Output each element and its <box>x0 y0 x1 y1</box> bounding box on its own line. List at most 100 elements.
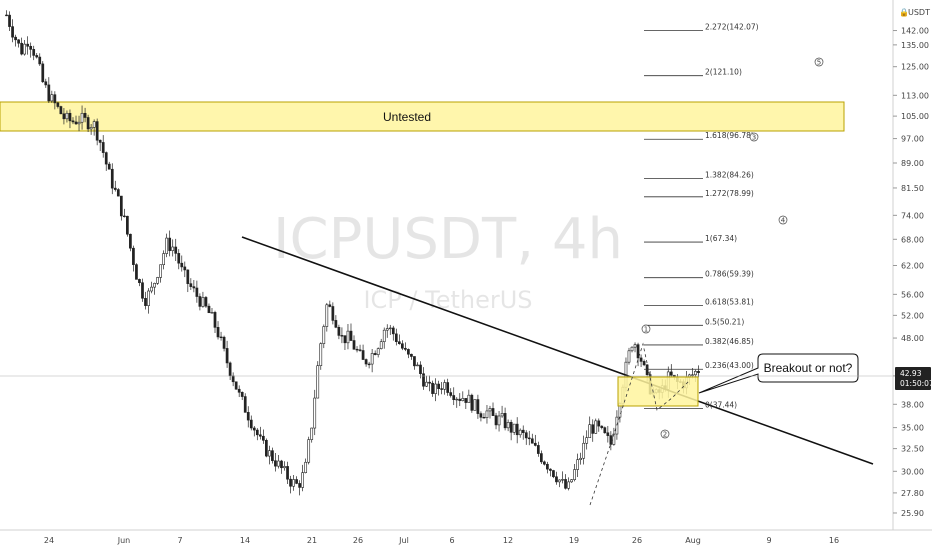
fib-level-label: 0.236(43.00) <box>705 361 754 370</box>
y-tick-label: 81.50 <box>901 184 924 193</box>
candle-body <box>150 286 153 292</box>
candle-body <box>192 286 196 289</box>
candle-body <box>603 427 607 434</box>
callout-text: Breakout or not? <box>764 361 853 375</box>
breakout-callout[interactable]: Breakout or not? <box>698 353 859 394</box>
candle-body <box>195 287 199 297</box>
y-tick-label: 38.00 <box>901 400 924 409</box>
candle-body <box>494 415 498 426</box>
candle-body <box>328 304 332 307</box>
candle-body <box>20 42 23 55</box>
candle-body <box>23 43 26 55</box>
candle-body <box>180 262 184 268</box>
candle-body <box>364 359 368 365</box>
candle-body <box>467 394 471 403</box>
candle-body <box>11 26 14 38</box>
descending-trendline[interactable] <box>241 236 874 465</box>
candle-body <box>416 364 419 367</box>
candle-body <box>268 450 271 457</box>
x-tick-label: 24 <box>44 536 54 545</box>
y-tick-label: 30.00 <box>901 467 924 476</box>
consolidation-zone[interactable] <box>617 376 699 407</box>
candle-body <box>246 412 250 421</box>
candle-body <box>349 330 353 341</box>
wave-marker-circle <box>778 215 788 225</box>
candle-body <box>286 466 289 480</box>
candle-body <box>440 388 443 390</box>
candle-body <box>68 112 72 122</box>
candle-body <box>35 55 39 58</box>
candle-body <box>567 481 570 489</box>
candle-body <box>210 312 214 314</box>
candle-body <box>588 424 592 438</box>
candle-body <box>325 304 329 327</box>
y-tick-label: 48.00 <box>901 334 924 343</box>
wave-label: 5 <box>817 59 821 67</box>
candle-body <box>385 328 389 331</box>
candle-body <box>642 361 646 366</box>
x-tick-label: 21 <box>307 536 317 545</box>
candle-body <box>107 163 111 170</box>
candle-body <box>521 429 525 433</box>
untested-zone[interactable] <box>0 101 845 132</box>
time-axis[interactable]: 24 Jun 7 14 21 26 Jul 6 12 19 26 Aug 9 16 <box>44 536 839 545</box>
y-tick-label: 97.00 <box>901 135 924 144</box>
candle-body <box>600 425 604 428</box>
x-tick-label: 16 <box>829 536 839 545</box>
y-tick-label: 142.00 <box>901 27 929 36</box>
candle-body <box>14 36 17 41</box>
candle-body <box>549 468 552 471</box>
candle-body <box>144 297 147 306</box>
fib-level-label: 1.272(78.99) <box>705 189 754 198</box>
candle-body <box>639 357 643 362</box>
candle-body <box>8 14 11 27</box>
candle-body <box>234 381 238 390</box>
candle-body <box>373 353 377 355</box>
candle-body <box>171 246 175 251</box>
candle-body <box>555 476 558 483</box>
candle-body <box>370 353 374 365</box>
candle-body <box>141 282 144 299</box>
candle-body <box>422 373 425 387</box>
candle-body <box>277 460 280 467</box>
candle-body <box>41 63 45 83</box>
candle-body <box>53 94 57 104</box>
candle-body <box>56 102 60 107</box>
candle-body <box>530 438 534 444</box>
candle-body <box>388 327 392 330</box>
fib-level-label: 0.382(46.85) <box>705 337 754 346</box>
candle-body <box>95 121 99 141</box>
candle-body <box>319 343 323 367</box>
candle-body <box>428 381 431 384</box>
y-tick-label: 62.00 <box>901 261 924 270</box>
candle-body <box>334 320 338 328</box>
candle-body <box>379 341 383 349</box>
lock-icon: 🔒 <box>899 8 909 17</box>
candle-body <box>397 341 401 345</box>
candle-body <box>310 427 314 440</box>
wave-label: 2 <box>663 431 667 439</box>
x-tick-label: 12 <box>503 536 513 545</box>
candle-body <box>515 423 519 436</box>
candle-body <box>391 327 395 335</box>
candle-body <box>473 399 477 411</box>
candle-body <box>376 348 380 355</box>
candle-body <box>443 382 447 390</box>
currency-selector[interactable]: 🔒 USDT <box>899 8 930 17</box>
candle-body <box>86 117 90 130</box>
candle-body <box>29 45 33 50</box>
candle-body <box>307 439 311 463</box>
last-price-tag: 42.93 01:50:07 <box>895 367 932 390</box>
candle-body <box>543 461 546 465</box>
candle-body <box>38 56 42 65</box>
x-tick-label: 26 <box>632 536 642 545</box>
wave-marker-circle <box>660 429 670 439</box>
candle-body <box>343 335 347 344</box>
y-tick-label: 56.00 <box>901 290 924 299</box>
wave-marker-circle <box>641 324 651 334</box>
candle-body <box>407 349 410 355</box>
candle-body <box>352 340 356 350</box>
x-tick-label: 7 <box>177 536 182 545</box>
